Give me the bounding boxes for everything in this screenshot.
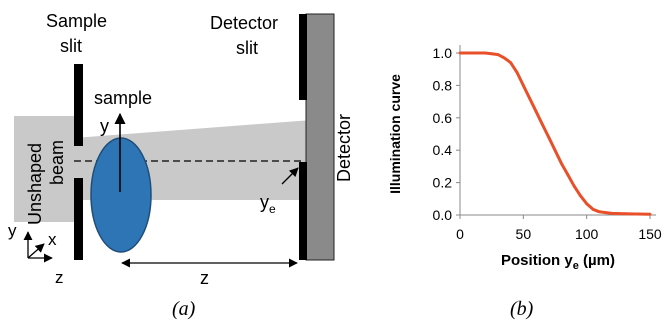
data-point (553, 148, 557, 152)
data-point (566, 173, 570, 176)
data-point (534, 109, 538, 113)
y-tick-label: 0.6 (433, 110, 453, 126)
y-tick-label: 0.8 (433, 77, 453, 93)
sample-y-label: y (100, 116, 109, 136)
detector-slit-lower (299, 162, 307, 260)
data-point (458, 51, 462, 55)
axes-z-label: z (55, 268, 64, 287)
unshaped-beam-label-line1: Unshaped (25, 143, 45, 225)
data-point (483, 51, 487, 55)
data-point (540, 122, 544, 126)
sample-slit-upper (74, 64, 83, 146)
beam (14, 116, 312, 222)
data-point (623, 212, 627, 216)
x-axis-title: Position ye (µm) (501, 252, 615, 272)
panel-b-caption: (b) (510, 298, 534, 320)
data-point (502, 56, 506, 60)
data-point (471, 51, 475, 55)
unshaped-beam-label-line2: beam (47, 140, 67, 185)
data-point (496, 53, 500, 57)
data-point (597, 210, 601, 214)
y-axis-title: Illumination curve (387, 74, 403, 194)
ye-pointer-arrow (281, 167, 299, 185)
x-tick-label: 50 (516, 226, 532, 242)
illumination-chart: 0.0 0.2 0.4 0.6 0.8 1.0 0 50 100 150 Illumination … (387, 45, 662, 272)
y-tick-label: 1.0 (433, 45, 453, 61)
x-tick-label: 0 (456, 226, 464, 242)
data-point (547, 135, 551, 139)
panel-a: Sample slit Detector slit sample y Unsha… (8, 11, 354, 320)
data-point (509, 61, 513, 65)
illumination-curve-line (460, 51, 651, 216)
coordinate-axes (23, 231, 53, 263)
y-tick-label: 0.2 (433, 175, 453, 191)
axes-y-label: y (8, 221, 17, 240)
detector-body (305, 13, 335, 261)
sample-slit-label-line2: slit (60, 36, 82, 56)
data-point (521, 84, 525, 87)
data-point (648, 212, 652, 216)
sample-slit-lower (74, 178, 83, 260)
ye-label: ye (260, 192, 276, 216)
axes-x-label: x (48, 230, 57, 249)
detector-slit-upper (299, 14, 307, 100)
detector-slit-label-line1: Detector (210, 13, 278, 33)
z-distance-label: z (200, 268, 209, 288)
data-point (490, 52, 494, 56)
y-tick-label: 0.4 (433, 142, 453, 158)
detector-slit-label-line2: slit (236, 38, 258, 58)
panel-a-caption: (a) (172, 298, 196, 320)
data-point (610, 211, 614, 215)
data-point (559, 161, 563, 165)
sample-label: sample (94, 88, 152, 108)
data-point (515, 71, 519, 74)
panel-b: 0.0 0.2 0.4 0.6 0.8 1.0 0 50 100 150 Illumination … (387, 45, 662, 320)
data-point (604, 211, 608, 214)
x-tick-label: 100 (575, 226, 599, 242)
data-point (585, 202, 589, 206)
data-point (528, 96, 532, 100)
sample-ellipse (90, 137, 152, 253)
data-point (572, 184, 576, 188)
data-point (591, 207, 595, 211)
sample-slit-label-line1: Sample (46, 11, 107, 31)
y-tick-label: 0.0 (433, 207, 453, 223)
detector-label: Detector (334, 114, 354, 182)
data-point (635, 212, 639, 216)
data-point (578, 194, 582, 197)
x-tick-label: 150 (638, 226, 662, 242)
